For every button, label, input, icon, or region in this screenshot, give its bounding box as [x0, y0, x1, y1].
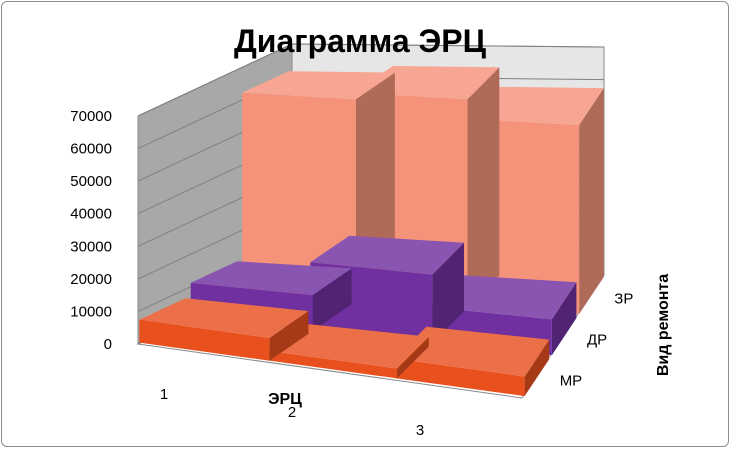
depth-tick-label: ЗР [614, 291, 633, 308]
bar-top-face [394, 326, 550, 377]
bar-front-face [139, 319, 270, 361]
y-tick-label: 10000 [70, 303, 112, 320]
y-tick-label: 60000 [70, 141, 112, 158]
bar-top-face [429, 275, 577, 320]
gridline [137, 43, 605, 117]
bar-side-face [432, 242, 464, 343]
bar-side-face [579, 88, 604, 314]
bar-МР-1 [139, 298, 309, 361]
x-tick-label: 1 [160, 386, 168, 403]
bar-top-face [139, 298, 309, 338]
bar-top-face [465, 86, 604, 126]
x-axis-title: ЭРЦ [268, 391, 302, 408]
y-tick-label: 70000 [70, 108, 112, 125]
bar-top-face [266, 323, 429, 369]
bar-side-face [524, 339, 550, 397]
bar-top-face [310, 235, 464, 275]
x-tick-label: 2 [288, 404, 296, 421]
bar-МР-2 [266, 323, 429, 379]
bar-side-face [397, 336, 429, 379]
x-tick-label: 3 [416, 422, 424, 439]
y-tick-label: 0 [104, 336, 112, 353]
depth-tick-label: МР [560, 373, 583, 390]
bar-МР-3 [394, 326, 550, 397]
chart-bars [139, 66, 604, 397]
bar-front-face [266, 350, 397, 379]
chart-title: Диаграмма ЭРЦ [234, 23, 487, 59]
bar-side-face [312, 268, 352, 331]
bar-side-face [551, 282, 577, 356]
bar-front-face [394, 358, 525, 397]
bar-top-face [242, 71, 395, 100]
depth-tick-label: ДР [587, 332, 607, 349]
bar-side-face [467, 67, 500, 308]
y-tick-label: 50000 [70, 173, 112, 190]
y-tick-label: 40000 [70, 206, 112, 223]
bar-front-face [242, 92, 356, 302]
bar-side-face [269, 311, 309, 361]
y-tick-label: 20000 [70, 271, 112, 288]
bar-top-face [190, 261, 352, 296]
depth-axis-title: Вид ремонта [655, 274, 672, 376]
chart-tick-labels: 0 10000 20000 30000 40000 50000 60000 70000 1 2 3 М… [70, 108, 633, 439]
y-tick-label: 30000 [70, 238, 112, 255]
